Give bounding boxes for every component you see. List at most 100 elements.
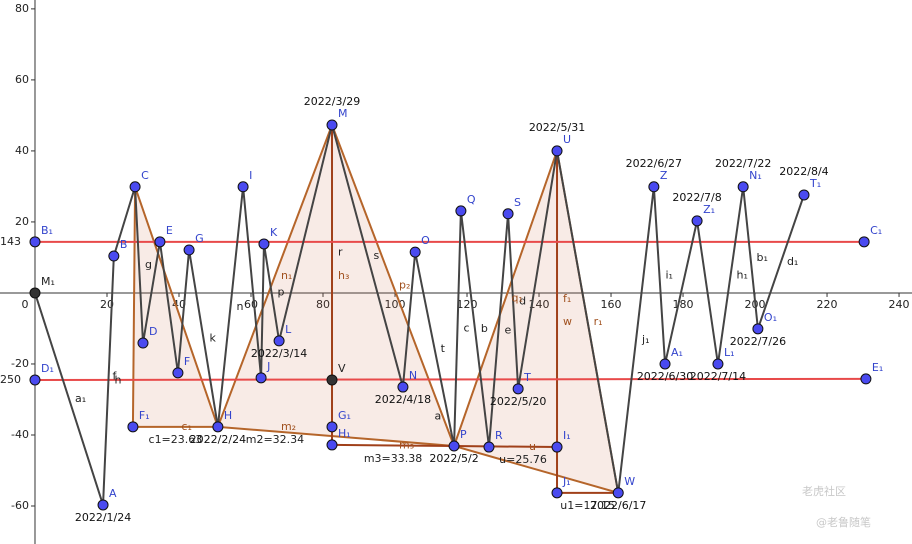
segment-label: p₂ bbox=[399, 278, 410, 291]
date-label: 2022/3/14 bbox=[251, 347, 307, 360]
x-tick-label: 140 bbox=[529, 298, 550, 311]
segment-label: f₁ bbox=[563, 292, 571, 305]
axis-label: 143 bbox=[0, 235, 21, 248]
segment-label: e bbox=[505, 323, 512, 336]
point-name: K bbox=[270, 226, 278, 239]
point bbox=[212, 421, 224, 433]
point bbox=[858, 236, 870, 248]
point-name: D₁ bbox=[41, 362, 54, 375]
segment-label: r bbox=[338, 245, 343, 258]
point-name: Z bbox=[660, 169, 668, 182]
segment-label: f bbox=[112, 369, 117, 382]
point-name: I₁ bbox=[563, 429, 571, 442]
point-name: T bbox=[523, 371, 531, 384]
point bbox=[409, 246, 421, 258]
point bbox=[137, 337, 149, 349]
y-tick-label: 20 bbox=[15, 215, 29, 228]
point-name: Z₁ bbox=[703, 203, 715, 216]
point-name: O bbox=[421, 234, 430, 247]
date-label: 2022/5/20 bbox=[490, 395, 546, 408]
segment-label: n₁ bbox=[281, 269, 292, 282]
point-name: M bbox=[338, 107, 348, 120]
x-tick-label: 220 bbox=[817, 298, 838, 311]
point-name: I bbox=[249, 169, 252, 182]
point-name: C₁ bbox=[870, 224, 882, 237]
date-label: 2022/7/26 bbox=[730, 335, 786, 348]
point-name: Q bbox=[467, 193, 476, 206]
x-tick-label: 120 bbox=[457, 298, 478, 311]
point-name: G bbox=[195, 232, 204, 245]
point bbox=[860, 373, 872, 385]
point bbox=[455, 205, 467, 217]
y-tick-label: -40 bbox=[11, 428, 29, 441]
segment-label: d bbox=[519, 294, 526, 307]
x-tick-label: 20 bbox=[100, 298, 114, 311]
point-name: J bbox=[266, 360, 270, 373]
point-name: O₁ bbox=[764, 311, 777, 324]
segment-label: d₁ bbox=[787, 255, 798, 268]
point bbox=[502, 208, 514, 220]
x-tick-label: 80 bbox=[316, 298, 330, 311]
segment-label: g bbox=[145, 258, 152, 271]
date-label: 2022/8/4 bbox=[779, 165, 828, 178]
point-name: S bbox=[514, 196, 521, 209]
date-label: 2022/6/17 bbox=[590, 499, 646, 512]
segment-label: a bbox=[434, 410, 441, 423]
measure-label: u1=17.15 bbox=[560, 499, 615, 512]
measure-label: c1=23.63 bbox=[149, 433, 203, 446]
point-name: W bbox=[624, 475, 635, 488]
y-tick-label: -60 bbox=[11, 499, 29, 512]
point-name: E₁ bbox=[872, 361, 883, 374]
point bbox=[551, 441, 563, 453]
point bbox=[798, 189, 810, 201]
point-name: F₁ bbox=[139, 409, 150, 422]
measure-label: u=25.76 bbox=[499, 453, 547, 466]
point bbox=[691, 215, 703, 227]
point-name: J₁ bbox=[562, 475, 571, 488]
segment-label: u bbox=[529, 440, 536, 453]
x-tick-label: 100 bbox=[385, 298, 406, 311]
point-name: D bbox=[149, 325, 157, 338]
measure-label: m2=32.34 bbox=[246, 433, 304, 446]
point bbox=[551, 145, 563, 157]
point bbox=[752, 323, 764, 335]
point-name: A bbox=[109, 487, 117, 500]
segment-label: r₁ bbox=[594, 315, 603, 328]
price-line bbox=[34, 124, 805, 506]
point-name: G₁ bbox=[338, 409, 351, 422]
point-name: E bbox=[166, 224, 173, 237]
measure-label: m3=33.38 bbox=[364, 452, 422, 465]
y-tick-label: 40 bbox=[15, 144, 29, 157]
point bbox=[154, 236, 166, 248]
point bbox=[127, 421, 139, 433]
point-name: P bbox=[460, 428, 467, 441]
segment-label: c₁ bbox=[181, 420, 191, 433]
point bbox=[237, 181, 249, 193]
point bbox=[29, 374, 41, 386]
segment-label: b bbox=[481, 322, 488, 335]
point bbox=[648, 181, 660, 193]
brown-segment bbox=[454, 444, 558, 449]
point bbox=[258, 238, 270, 250]
point bbox=[255, 372, 267, 384]
segment-label: m₃ bbox=[399, 438, 414, 451]
point-name: H₁ bbox=[338, 427, 351, 440]
date-label: 2022/6/30 bbox=[637, 370, 693, 383]
point bbox=[183, 244, 195, 256]
date-label: 2022/1/24 bbox=[75, 511, 131, 524]
point bbox=[483, 441, 495, 453]
segment-label: k bbox=[209, 331, 216, 344]
point bbox=[108, 250, 120, 262]
x-tick-label: 240 bbox=[889, 298, 910, 311]
segment-label: w bbox=[563, 315, 572, 328]
point-name: M₁ bbox=[41, 275, 55, 288]
point bbox=[29, 287, 41, 299]
point bbox=[172, 367, 184, 379]
axis-label: 250 bbox=[0, 373, 21, 386]
segment-label: q₁ bbox=[512, 291, 523, 304]
date-label: 2022/4/18 bbox=[375, 393, 431, 406]
point-name: C bbox=[141, 169, 149, 182]
date-label: 2022/6/27 bbox=[626, 157, 682, 170]
segment-label: h₁ bbox=[737, 268, 748, 281]
point bbox=[326, 439, 338, 451]
